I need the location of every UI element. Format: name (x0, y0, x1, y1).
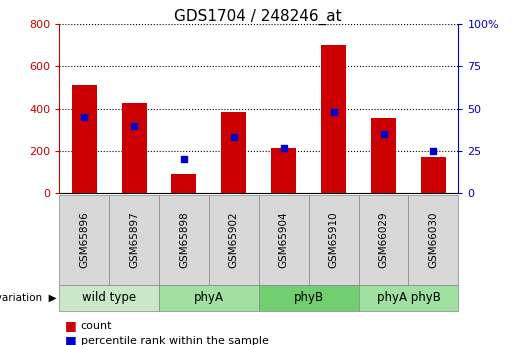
Bar (72, 86, 97, 193)
Text: ■: ■ (64, 334, 76, 345)
Point (330, 109, 338, 115)
Bar (221, 112, 246, 193)
Bar (171, 174, 196, 193)
Text: GSM66030: GSM66030 (428, 211, 438, 268)
Point (130, 123, 138, 128)
Text: phyB: phyB (294, 291, 324, 304)
Point (180, 157, 188, 162)
Text: GSM66029: GSM66029 (379, 211, 388, 268)
Text: GSM65904: GSM65904 (279, 211, 289, 268)
Bar (371, 118, 396, 193)
Text: percentile rank within the sample: percentile rank within the sample (81, 336, 269, 345)
Text: GSM65896: GSM65896 (79, 211, 89, 268)
Point (280, 145, 288, 150)
Text: wild type: wild type (82, 291, 136, 304)
Point (80, 115, 88, 120)
Point (380, 131, 388, 137)
Bar (421, 157, 446, 193)
Text: GSM65898: GSM65898 (179, 211, 189, 268)
Text: count: count (81, 321, 112, 331)
Text: genotype/variation  ▶: genotype/variation ▶ (0, 293, 57, 303)
Bar (321, 45, 346, 193)
Bar (122, 104, 147, 193)
Point (430, 148, 438, 154)
Text: GDS1704 / 248246_at: GDS1704 / 248246_at (174, 9, 341, 25)
Text: GSM65902: GSM65902 (229, 211, 239, 268)
Bar (271, 148, 296, 193)
Text: ■: ■ (64, 319, 76, 333)
Text: phyA: phyA (194, 291, 224, 304)
Text: GSM65897: GSM65897 (129, 211, 139, 268)
Text: phyA phyB: phyA phyB (376, 291, 440, 304)
Text: GSM65910: GSM65910 (329, 211, 339, 268)
Point (230, 135, 238, 140)
